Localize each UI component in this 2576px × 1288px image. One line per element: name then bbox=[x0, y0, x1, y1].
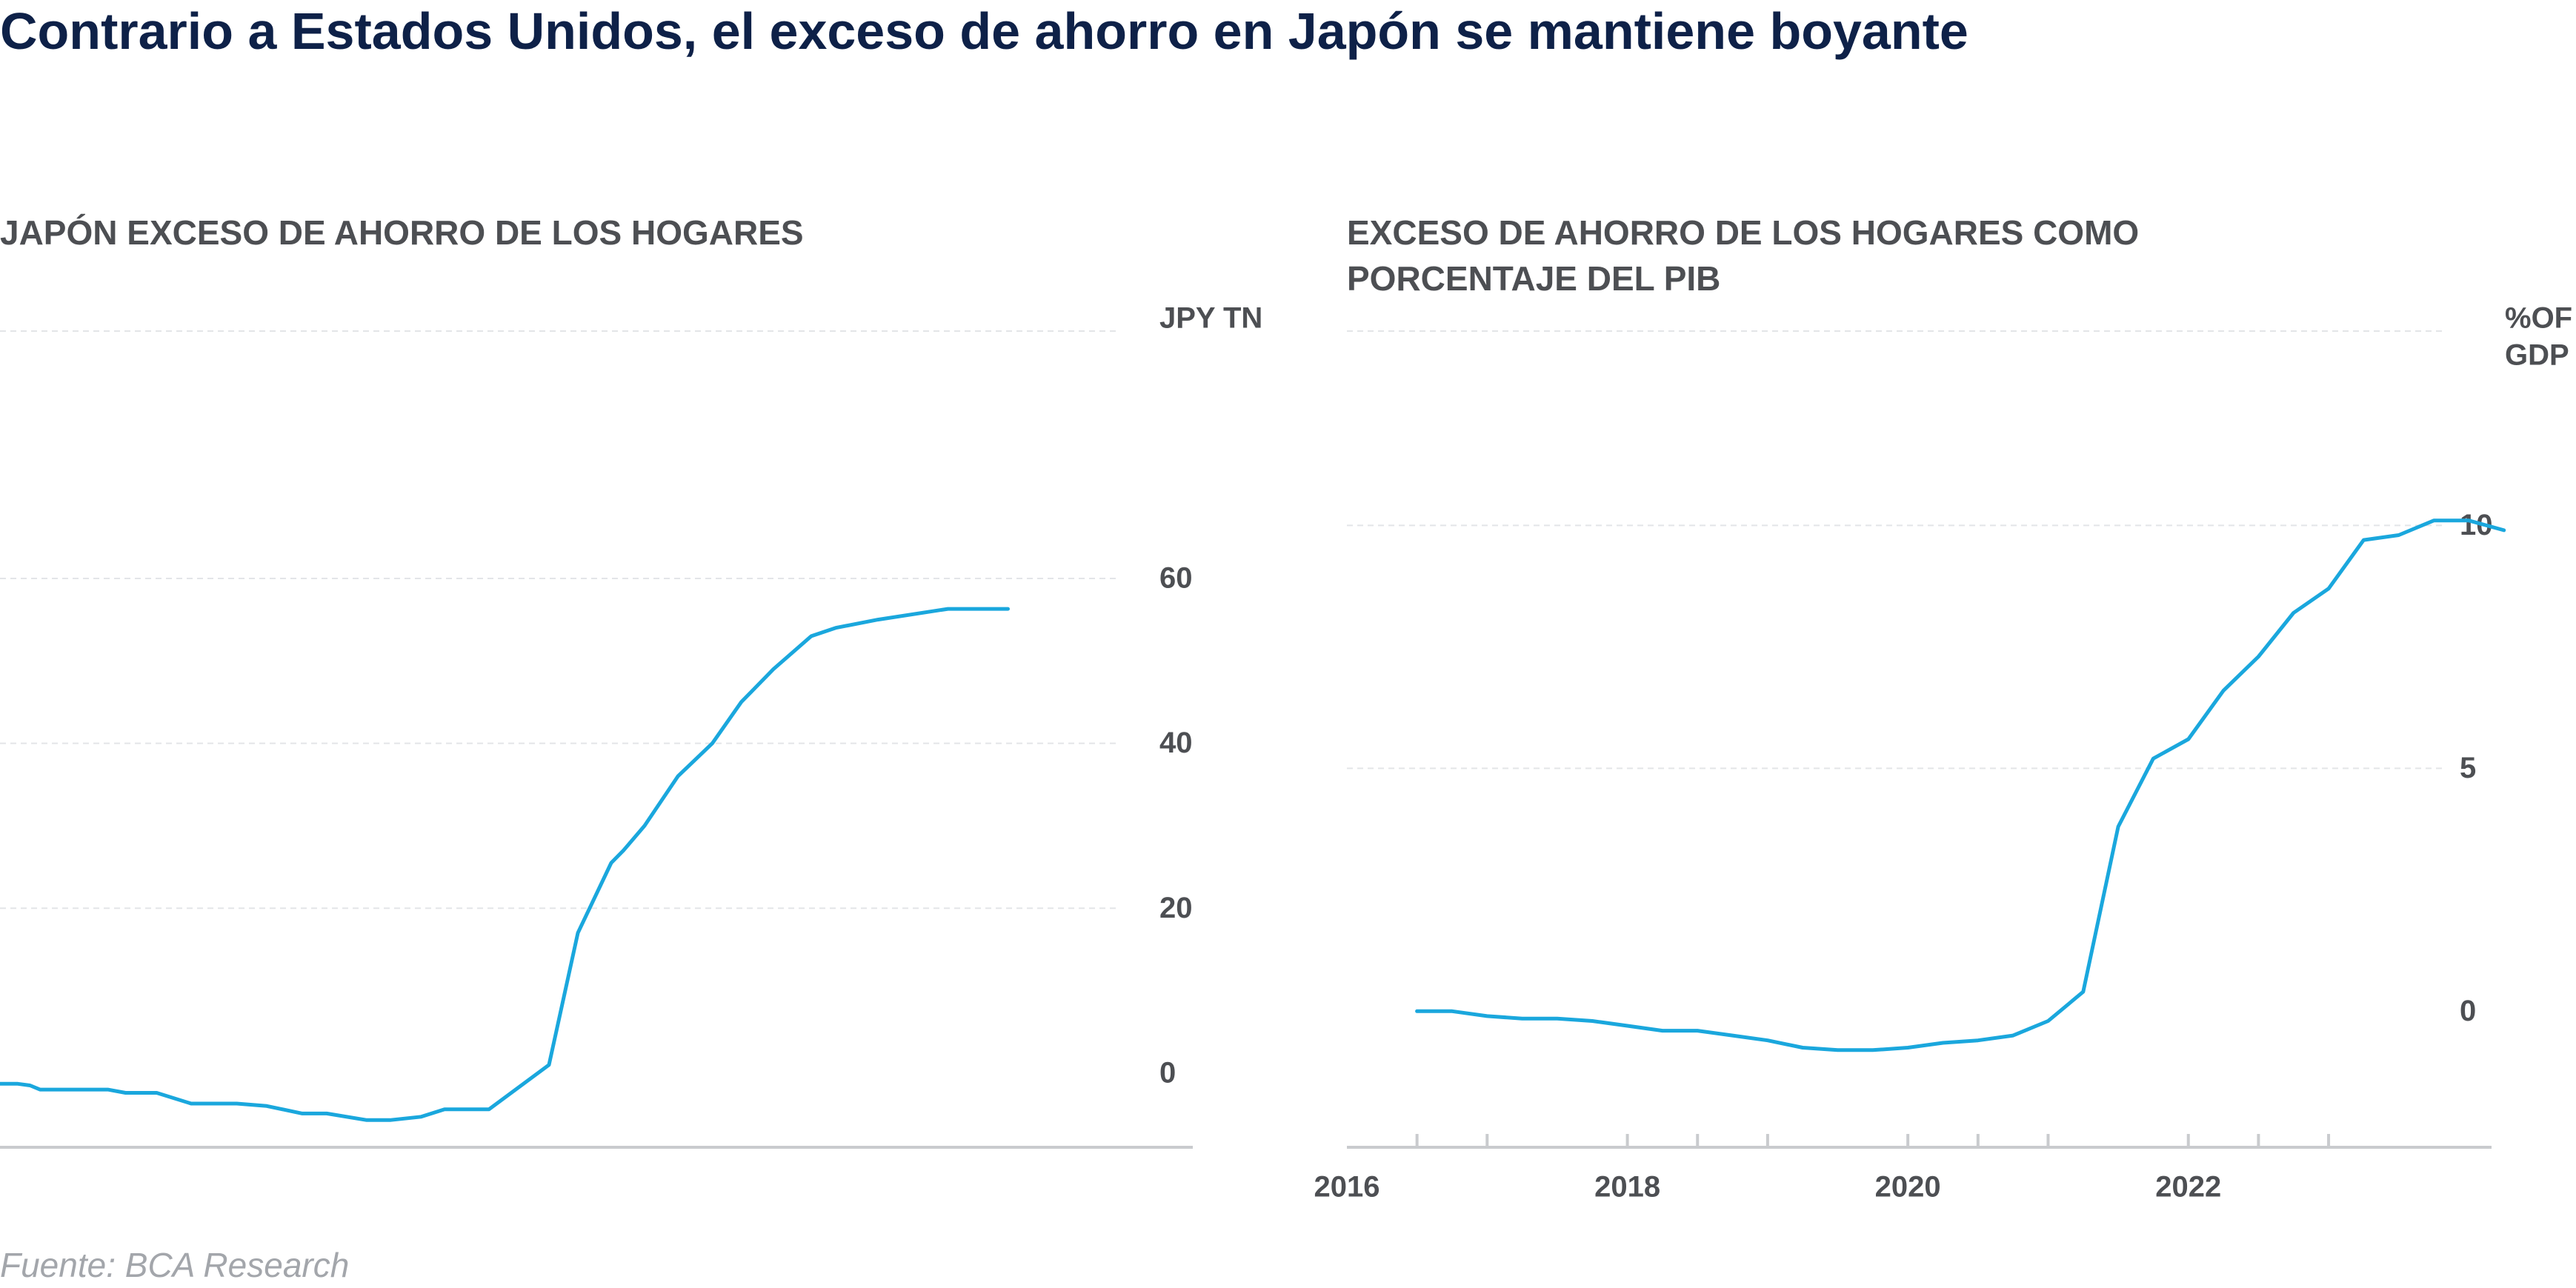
right-chart-title: EXCESO DE AHORRO DE LOS HOGARES COMO POR… bbox=[1347, 213, 2140, 298]
series-line-1-0 bbox=[1415, 518, 2506, 1052]
source-note: Fuente: BCA Research bbox=[0, 1246, 350, 1284]
y-unit-label: JPY TN bbox=[1159, 302, 1262, 335]
left-chart-title: JAPÓN EXCESO DE AHORRO DE LOS HOGARES bbox=[0, 213, 804, 252]
y-tick-label: 20 bbox=[1159, 892, 1193, 924]
y-unit-label: GDP bbox=[2505, 339, 2569, 372]
x-tick-label: 2022 bbox=[2155, 1171, 2221, 1204]
y-tick-label: 40 bbox=[1159, 727, 1193, 759]
y-tick-label: 0 bbox=[1159, 1056, 1176, 1089]
x-tick-label: 2018 bbox=[1594, 1171, 1660, 1204]
page-title: Contrario a Estados Unidos, el exceso de… bbox=[0, 2, 1968, 60]
y-tick-label: 5 bbox=[2460, 752, 2476, 784]
y-tick-label: 60 bbox=[1159, 562, 1193, 595]
y-unit-label: %OF bbox=[2505, 302, 2572, 335]
x-tick-label: 2016 bbox=[1314, 1171, 1380, 1204]
x-tick-label: 2020 bbox=[1875, 1171, 1941, 1204]
y-tick-label: 0 bbox=[2460, 995, 2476, 1027]
series-line-0-0 bbox=[0, 607, 1010, 1122]
